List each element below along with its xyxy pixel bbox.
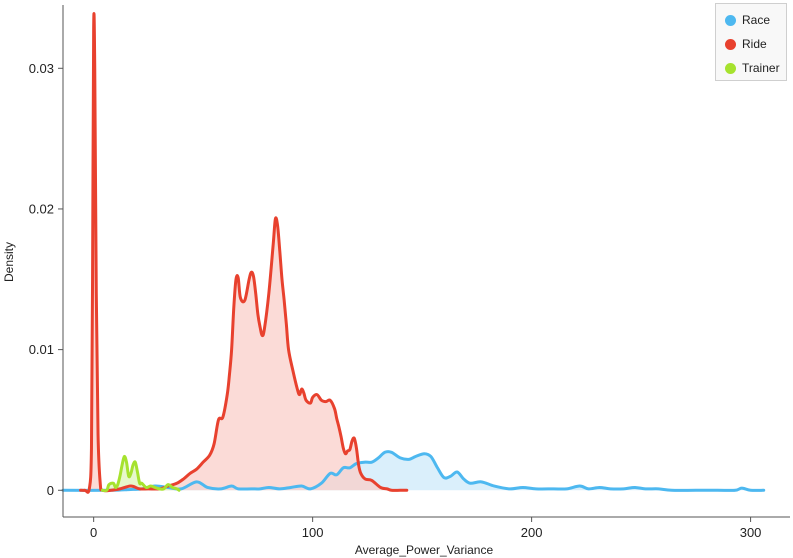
area-ride	[80, 13, 407, 493]
y-tick-label: 0.03	[29, 61, 54, 76]
line-ride[interactable]	[79, 12, 409, 494]
x-tick-label: 100	[302, 525, 324, 540]
legend-label: Ride	[742, 37, 767, 51]
line-race[interactable]	[61, 450, 766, 492]
density-fills	[63, 13, 764, 493]
area-trainer	[102, 456, 180, 491]
x-tick-label: 300	[740, 525, 762, 540]
y-axis-ticks: 0 0.01 0.02 0.03	[29, 61, 63, 498]
x-tick-label: 0	[90, 525, 97, 540]
density-lines	[61, 12, 766, 494]
race-dot-icon	[725, 14, 736, 26]
trainer-dot-icon	[725, 62, 736, 74]
ride-dot-icon	[725, 38, 736, 50]
y-tick-label: 0.02	[29, 201, 54, 216]
y-axis-title: Density	[2, 242, 16, 282]
line-trainer[interactable]	[100, 454, 181, 493]
legend-label: Race	[742, 13, 771, 27]
y-tick-label: 0.01	[29, 342, 54, 357]
legend: Race Ride Trainer	[715, 3, 787, 81]
x-axis-ticks: 0 100 200 300	[90, 517, 761, 540]
area-race	[63, 451, 764, 491]
legend-label: Trainer	[742, 61, 780, 75]
legend-item-race[interactable]: Race	[725, 11, 770, 29]
legend-item-ride[interactable]: Ride	[725, 35, 767, 53]
x-axis-title: Average_Power_Variance	[355, 543, 494, 557]
x-tick-label: 200	[521, 525, 543, 540]
legend-item-trainer[interactable]: Trainer	[725, 59, 780, 77]
y-tick-label: 0	[47, 483, 54, 498]
